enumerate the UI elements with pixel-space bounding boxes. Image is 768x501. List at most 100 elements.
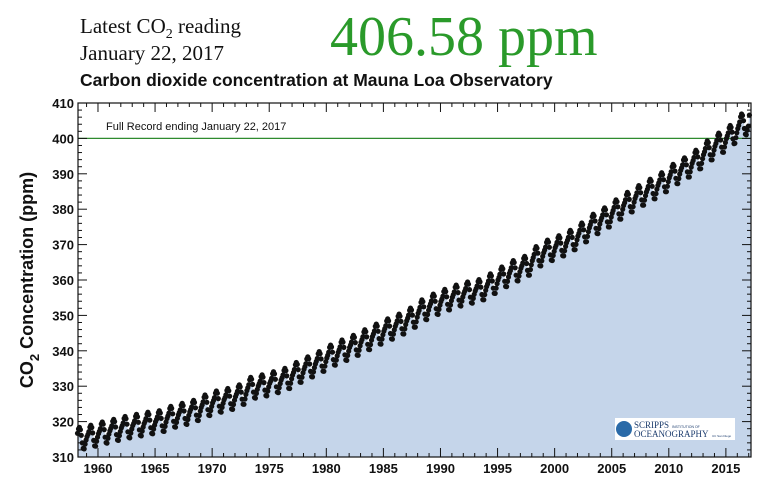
data-point [299,374,305,380]
data-point [629,209,635,215]
data-point [421,304,427,310]
data-point [652,196,658,202]
x-tick-label: 1975 [255,461,284,476]
data-point [641,202,647,208]
data-point [390,331,396,337]
data-point [534,245,540,251]
data-point [218,409,224,415]
data-point [615,204,621,210]
data-point [584,233,591,239]
data-point [569,234,575,240]
data-point [580,222,586,228]
data-point [687,169,693,175]
data-point [606,224,612,230]
data-point [641,197,648,203]
data-point [386,318,392,324]
data-point [447,302,454,308]
data-point [352,340,358,346]
data-point [214,390,220,396]
latest-reading-label: Latest CO2 reading [80,14,241,47]
data-point [489,278,495,284]
data-point [291,366,297,373]
data-point [459,298,465,304]
data-point [504,278,511,284]
data-point [283,368,289,374]
data-point [317,351,323,357]
data-point [565,234,572,240]
data-point [249,376,255,382]
data-point [516,273,522,279]
data-point [173,419,180,425]
data-point [170,411,176,417]
data-point [739,112,746,119]
data-point [89,424,95,431]
logo-text-2b: UC San Diego [712,434,732,438]
data-point [303,361,309,367]
data-point [139,428,145,434]
data-point [204,399,210,405]
ylabel-sub: 2 [27,354,42,361]
data-point [200,399,206,405]
data-point [371,328,377,334]
data-point [466,287,473,293]
data-point [572,247,578,253]
data-point [158,415,164,421]
x-tick-label: 1960 [84,461,113,476]
data-point [665,179,671,185]
data-point [298,379,304,385]
data-point [230,401,237,408]
data-point [219,404,225,410]
data-point [743,132,749,138]
x-tick-label: 2005 [597,461,626,476]
data-point [614,199,620,205]
data-point [657,177,663,183]
data-point [634,190,640,196]
ylabel-suffix: Concentration (ppm) [17,172,37,354]
data-point [367,347,373,353]
data-point [465,281,472,287]
data-point [253,390,259,396]
data-point [477,279,483,285]
data-point [443,289,449,295]
data-point [699,160,705,166]
data-point [458,303,464,309]
data-point [732,140,738,146]
data-point [321,368,327,374]
data-point [683,162,690,168]
data-point [454,284,460,290]
data-point [252,395,258,401]
logo-background [615,418,735,440]
data-point [698,166,704,172]
data-point [310,369,317,375]
data-point [602,207,609,213]
data-point [105,435,111,441]
data-point [328,344,335,350]
data-point [241,401,247,407]
data-point [653,191,659,197]
x-tick-label: 2000 [540,461,569,476]
data-point [397,313,403,319]
data-point [242,396,248,402]
scripps-logo: SCRIPPS INSTITUTION OF OCEANOGRAPHY UC S… [615,418,735,440]
data-point [100,421,106,427]
data-point [181,408,187,414]
y-tick-label: 390 [52,167,74,182]
data-point [192,405,199,411]
data-point [288,380,294,386]
data-point [238,389,244,395]
data-point [520,260,526,266]
data-point [345,352,351,358]
data-point [607,219,613,225]
latest-reading-value: 406.58 ppm [330,6,598,68]
y-tick-label: 380 [52,202,74,217]
data-point [284,373,290,379]
data-point [134,414,141,420]
x-tick-label: 1980 [312,461,341,476]
data-point [226,388,232,394]
data-point [500,266,506,272]
data-point [469,300,475,306]
data-point [501,271,507,277]
data-point [294,361,300,367]
data-point [700,156,706,162]
logo-text-1b: INSTITUTION OF [672,425,700,429]
